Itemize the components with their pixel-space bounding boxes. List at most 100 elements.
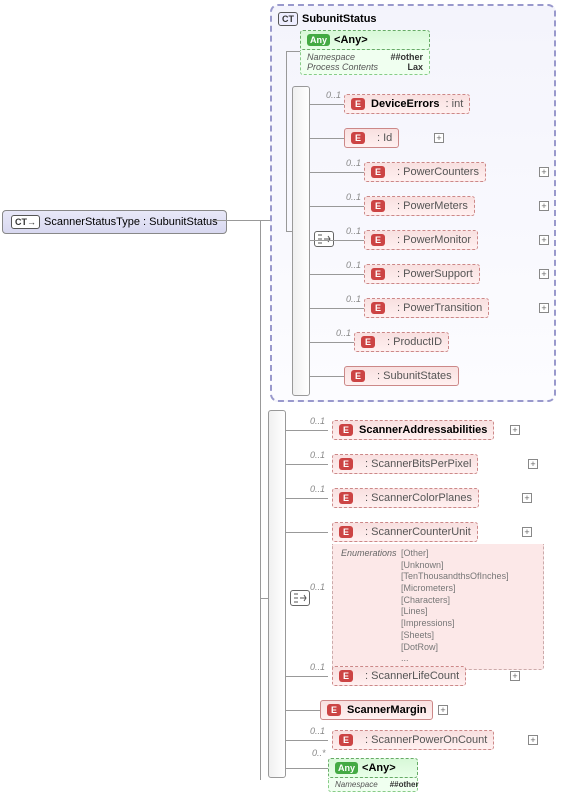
expand-icon[interactable]: +: [539, 235, 549, 245]
ct-badge: CT: [278, 12, 298, 26]
expand-icon[interactable]: +: [528, 459, 538, 469]
expand-icon[interactable]: +: [510, 425, 520, 435]
enum-value: [TenThousandthsOfInches]: [401, 571, 509, 583]
element-ref[interactable]: E: ScannerPowerOnCount: [332, 730, 494, 750]
cardinality: 0..1: [336, 328, 351, 338]
any-detail: Namespace##other: [328, 778, 418, 792]
enum-value: ...: [401, 653, 509, 665]
element-ref[interactable]: E : SubunitStates: [344, 366, 459, 386]
enum-value: [Characters]: [401, 595, 509, 607]
expand-icon[interactable]: +: [528, 735, 538, 745]
element-type: : int: [446, 98, 464, 110]
connector-line: [310, 274, 364, 275]
connector-line: [310, 172, 364, 173]
element[interactable]: EScannerMargin: [320, 700, 433, 720]
element-ref[interactable]: E : Id: [344, 128, 399, 148]
element-badge: E: [351, 98, 365, 110]
element-badge: E: [351, 370, 365, 382]
expand-icon[interactable]: +: [539, 167, 549, 177]
cardinality: 0..1: [310, 450, 325, 460]
element-ref[interactable]: E: ProductID: [354, 332, 449, 352]
element-ref[interactable]: E: ScannerLifeCount: [332, 666, 466, 686]
cardinality: 0..1: [310, 726, 325, 736]
cardinality: 0..1: [326, 90, 341, 100]
element-type: : Id: [377, 132, 392, 144]
element-badge: E: [339, 670, 353, 682]
cardinality: 0..1: [346, 192, 361, 202]
element-badge: E: [371, 200, 385, 212]
element-ref[interactable]: E : PowerCounters: [364, 162, 486, 182]
cardinality: 0..1: [346, 294, 361, 304]
any-label: <Any>: [362, 762, 396, 774]
connector-line: [260, 598, 268, 599]
element[interactable]: EScannerAddressabilities: [332, 420, 494, 440]
connector-line: [286, 231, 292, 232]
element-type: : ScannerBitsPerPixel: [365, 458, 471, 470]
connector-line: [286, 740, 328, 741]
enum-value: [Unknown]: [401, 560, 509, 572]
element-type: : ScannerCounterUnit: [365, 526, 471, 538]
cardinality: 0..1: [310, 582, 325, 592]
expand-icon[interactable]: +: [434, 133, 444, 143]
element-badge: E: [371, 302, 385, 314]
any-wrapper: Any <Any> Namespace##other: [328, 758, 418, 792]
enum-value: [Sheets]: [401, 630, 509, 642]
cardinality: 0..1: [310, 416, 325, 426]
element-label: ScannerMargin: [347, 704, 426, 716]
cardinality: 0..*: [312, 748, 326, 758]
enum-header: Enumerations: [341, 548, 401, 558]
connector-line: [310, 138, 344, 139]
root-type-label: ScannerStatusType : SubunitStatus: [44, 216, 218, 228]
element[interactable]: EDeviceErrors: int: [344, 94, 470, 114]
expand-icon[interactable]: +: [539, 303, 549, 313]
element-badge: E: [339, 734, 353, 746]
enum-value: [Lines]: [401, 606, 509, 618]
element-type: : SubunitStates: [377, 370, 452, 382]
connector-line: [286, 768, 328, 769]
connector-line: [260, 220, 261, 780]
expand-icon[interactable]: +: [438, 705, 448, 715]
connector-line: [310, 308, 364, 309]
element-ref[interactable]: E: PowerMonitor: [364, 230, 478, 250]
element-badge: E: [371, 166, 385, 178]
element-type: : PowerMeters: [397, 200, 468, 212]
connector-line: [286, 51, 300, 52]
element-badge: E: [361, 336, 375, 348]
element-type: : PowerSupport: [397, 268, 473, 280]
expand-icon[interactable]: +: [539, 201, 549, 211]
expand-icon[interactable]: +: [510, 671, 520, 681]
element-ref[interactable]: E: ScannerColorPlanes: [332, 488, 479, 508]
any-box: Any <Any>: [328, 758, 418, 778]
element-ref[interactable]: E : PowerTransition: [364, 298, 489, 318]
expand-icon[interactable]: +: [539, 269, 549, 279]
root-type-box: CT→ ScannerStatusType : SubunitStatus: [2, 210, 227, 234]
connector-line: [310, 240, 364, 241]
cardinality: 0..1: [346, 226, 361, 236]
cardinality: 0..1: [310, 662, 325, 672]
cardinality: 0..1: [346, 158, 361, 168]
connector-line: [286, 498, 328, 499]
cardinality: 0..1: [310, 484, 325, 494]
connector-line: [310, 206, 364, 207]
subunit-status-container: CT SubunitStatus Any <Any> Namespace##ot…: [270, 4, 556, 402]
enum-value: [Micrometers]: [401, 583, 509, 595]
enum-value: [Other]: [401, 548, 509, 560]
any-badge: Any: [307, 34, 330, 46]
any-box: Any <Any>: [300, 30, 430, 50]
any-detail: Namespace##other Process ContentsLax: [300, 50, 430, 75]
expand-icon[interactable]: +: [522, 527, 532, 537]
element-ref[interactable]: E : PowerMeters: [364, 196, 475, 216]
element-badge: E: [351, 132, 365, 144]
element-ref[interactable]: E: PowerSupport: [364, 264, 480, 284]
connector-line: [286, 464, 328, 465]
element-badge: E: [371, 234, 385, 246]
element-type: : PowerTransition: [397, 302, 482, 314]
any-badge: Any: [335, 762, 358, 774]
element-ref[interactable]: E: ScannerCounterUnit: [332, 522, 478, 542]
expand-icon[interactable]: +: [522, 493, 532, 503]
element-ref[interactable]: E: ScannerBitsPerPixel: [332, 454, 478, 474]
connector-line: [286, 51, 287, 231]
element-type: : PowerCounters: [397, 166, 479, 178]
connector-line: [310, 342, 354, 343]
enum-value: [Impressions]: [401, 618, 509, 630]
